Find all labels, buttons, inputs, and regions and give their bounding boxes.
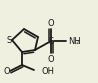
Text: 2: 2 [75, 40, 79, 45]
Text: O: O [48, 55, 54, 63]
Text: NH: NH [68, 37, 81, 45]
Text: S: S [48, 37, 54, 45]
Text: O: O [48, 19, 54, 27]
Text: S: S [7, 36, 12, 44]
Text: O: O [4, 66, 10, 76]
Text: OH: OH [42, 66, 55, 76]
